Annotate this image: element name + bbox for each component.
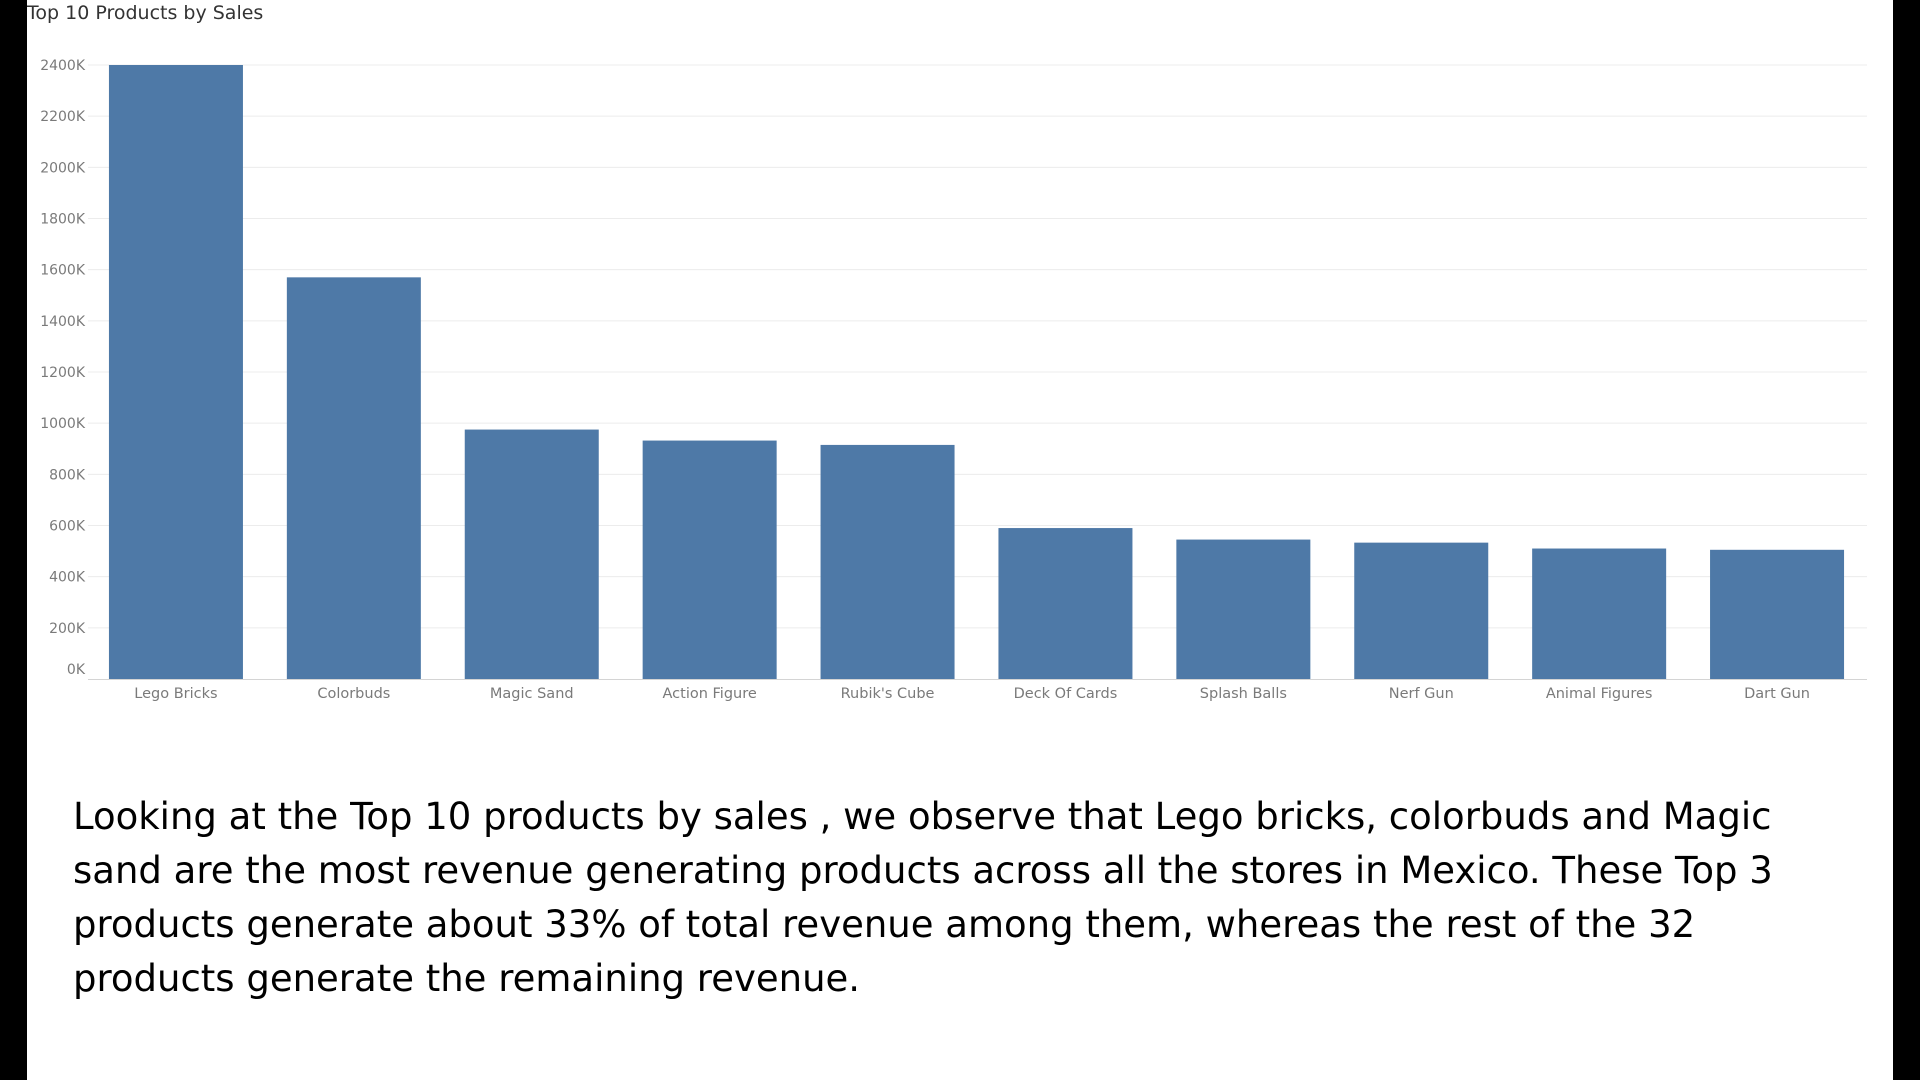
y-tick-label: 1200K: [40, 365, 86, 381]
x-tick-label: Colorbuds: [317, 686, 390, 702]
bars: [108, 65, 1845, 679]
bar-9: [1532, 548, 1667, 679]
y-tick-label: 600K: [49, 519, 86, 535]
bar-7: [1176, 539, 1311, 679]
x-tick-label: Dart Gun: [1744, 686, 1810, 702]
y-tick-label: 0K: [67, 662, 86, 678]
x-tick-label: Nerf Gun: [1389, 686, 1454, 702]
y-tick-label: 1000K: [40, 416, 86, 432]
y-tick-label: 200K: [49, 621, 86, 637]
slide: 0K 200K 400K 600K 800K 1000K 1200K 1400K 1600K 18…: [27, 0, 1893, 1080]
y-tick-label: 2400K: [40, 58, 86, 74]
y-tick-label: 1600K: [40, 263, 86, 279]
y-axis-tick-labels: 0K 200K 400K 600K 800K 1000K 1200K 1400K 1600K 18…: [40, 58, 86, 678]
x-tick-label: Splash Balls: [1200, 686, 1287, 702]
x-tick-label: Lego Bricks: [134, 686, 217, 702]
bar-8: [1354, 542, 1489, 679]
y-tick-label: 800K: [49, 467, 86, 483]
bar-4: [642, 440, 777, 679]
y-tick-label: 1800K: [40, 212, 86, 228]
bar-1: [108, 65, 243, 679]
x-tick-label: Magic Sand: [490, 686, 574, 702]
y-tick-label: 400K: [49, 570, 86, 586]
bar-6: [998, 528, 1133, 679]
bar-5: [820, 444, 955, 679]
x-tick-label: Rubik's Cube: [841, 686, 935, 702]
y-tick-label: 2000K: [40, 160, 86, 176]
x-axis-tick-labels: Lego Bricks Colorbuds Magic Sand Action Fig…: [134, 686, 1810, 702]
bar-3: [464, 429, 599, 679]
bar-chart: 0K 200K 400K 600K 800K 1000K 1200K 1400K 1600K 18…: [40, 58, 1867, 702]
bar-10: [1710, 549, 1845, 679]
bar-2: [286, 277, 421, 679]
caption-text: Looking at the Top 10 products by sales …: [73, 795, 1773, 1000]
x-tick-label: Action Figure: [663, 686, 757, 702]
y-tick-label: 1400K: [40, 314, 86, 330]
x-tick-label: Deck Of Cards: [1014, 686, 1118, 702]
chart-title: Top 10 Products by Sales: [27, 2, 264, 24]
x-tick-label: Animal Figures: [1546, 686, 1653, 702]
y-tick-label: 2200K: [40, 109, 86, 125]
